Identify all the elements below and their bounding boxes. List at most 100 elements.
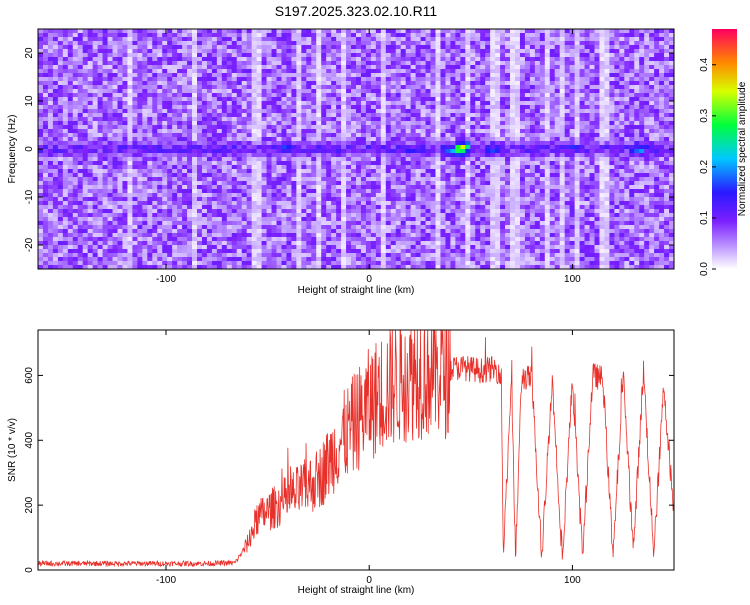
spectrogram-cell: [162, 49, 168, 54]
spectrogram-cell: [117, 45, 124, 50]
spectrogram-cell: [341, 265, 347, 269]
spectrogram-cell: [351, 253, 357, 258]
spectrogram-cell: [271, 93, 278, 98]
spectrogram-cell: [167, 161, 173, 166]
spectrogram-cell: [157, 173, 163, 178]
spectrogram-cell: [177, 237, 183, 242]
spectrogram-cell: [256, 129, 263, 134]
spectrogram-cell: [107, 85, 114, 90]
spectrogram-cell: [82, 253, 89, 258]
spectrogram-cell: [326, 145, 332, 150]
spectrogram-cell: [420, 153, 427, 158]
spectrogram-cell: [216, 65, 223, 70]
spectrogram-cell: [331, 45, 337, 50]
spectrogram-cell: [380, 245, 387, 250]
spectrogram-cell: [346, 261, 352, 266]
spectrogram-cell: [385, 37, 392, 42]
spectrogram-cell: [206, 77, 213, 82]
spectrogram-cell: [306, 245, 312, 250]
spectrogram-cell: [346, 265, 352, 269]
spectrogram-cell: [360, 61, 367, 66]
spectrogram-cell: [331, 109, 337, 114]
spectrogram-cell: [356, 169, 362, 174]
spectrogram-cell: [440, 153, 447, 158]
spectrogram-cell: [306, 197, 312, 202]
spectrogram-cell: [400, 81, 407, 86]
spectrogram-cell: [440, 221, 447, 226]
spectrogram-cell: [261, 161, 268, 166]
spectrogram-cell: [321, 253, 327, 258]
spectrogram-cell: [346, 165, 352, 170]
spectrogram-cell: [271, 153, 278, 158]
spectrogram-cell: [261, 101, 268, 106]
spectrogram-cell: [231, 89, 238, 94]
spectrogram-cell: [236, 181, 243, 186]
spectrogram-cell: [62, 197, 69, 202]
spectrogram-cell: [38, 49, 44, 54]
spectrogram-cell: [117, 169, 124, 174]
spectrogram-cell: [127, 177, 134, 182]
spectrogram-cell: [82, 109, 89, 114]
spectrogram-cell: [201, 117, 208, 122]
spectrogram-cell: [57, 165, 64, 170]
spectrogram-cell: [351, 89, 357, 94]
spectrogram-cell: [52, 249, 59, 254]
spectrogram-cell: [236, 109, 243, 114]
spectrogram-cell: [430, 173, 437, 178]
spectrogram-cell: [87, 89, 94, 94]
spectrogram-cell: [420, 133, 427, 138]
spectrogram-cell: [77, 77, 84, 82]
spectrogram-cell: [430, 97, 437, 102]
spectrogram-cell: [177, 29, 183, 34]
spectrogram-cell: [420, 213, 427, 218]
spectrogram-cell: [112, 125, 119, 130]
spectrogram-cell: [266, 77, 273, 82]
spectrogram-cell: [241, 217, 248, 222]
spectrogram-cell: [182, 145, 188, 150]
spectrogram-cell: [102, 157, 109, 162]
spectrogram-cell: [201, 253, 208, 258]
spectrogram-cell: [321, 93, 327, 98]
spectrogram-cell: [380, 137, 387, 142]
spectrogram-cell: [87, 73, 94, 78]
spectrogram-cell: [197, 165, 203, 170]
spectrogram-cell: [286, 225, 293, 230]
spectrogram-cell: [112, 161, 119, 166]
spectrogram-cell: [435, 105, 442, 110]
spectrogram-cell: [400, 221, 407, 226]
spectrogram-cell: [117, 121, 124, 126]
spectrogram-cell: [435, 197, 442, 202]
spectrogram-cell: [107, 217, 114, 222]
spectrogram-cell: [47, 241, 54, 246]
spectrogram-cell: [356, 105, 362, 110]
spectrogram-cell: [177, 89, 183, 94]
spectrogram-cell: [137, 61, 143, 66]
spectrogram-cell: [385, 221, 392, 226]
spectrogram-cell: [440, 149, 447, 154]
spectrogram-cell: [356, 177, 362, 182]
spectrogram-cell: [390, 109, 397, 114]
spectrogram-cell: [266, 37, 273, 42]
spectrogram-cell: [197, 77, 203, 82]
spectrogram-cell: [82, 117, 89, 122]
spectrogram-cell: [162, 133, 168, 138]
spectrogram-cell: [67, 93, 74, 98]
spectrogram-cell: [326, 133, 332, 138]
spectrogram-cell: [142, 229, 148, 234]
spectrogram-cell: [172, 249, 178, 254]
spectrogram-cell: [187, 217, 193, 222]
spectrogram-cell: [380, 185, 387, 190]
spectrogram-cell: [365, 221, 372, 226]
spectrogram-cell: [77, 209, 84, 214]
spectrogram-cell: [326, 161, 332, 166]
spectrogram-cell: [301, 57, 307, 62]
spectrogram-cell: [321, 53, 327, 58]
spectrogram-cell: [152, 109, 158, 114]
spectrogram-cell: [380, 205, 387, 210]
spectrogram-cell: [97, 101, 104, 106]
spectrogram-cell: [336, 153, 342, 158]
spectrogram-cell: [375, 141, 382, 146]
spectrogram-cell: [77, 97, 84, 102]
spectrogram-cell: [137, 197, 143, 202]
spectrogram-cell: [236, 157, 243, 162]
